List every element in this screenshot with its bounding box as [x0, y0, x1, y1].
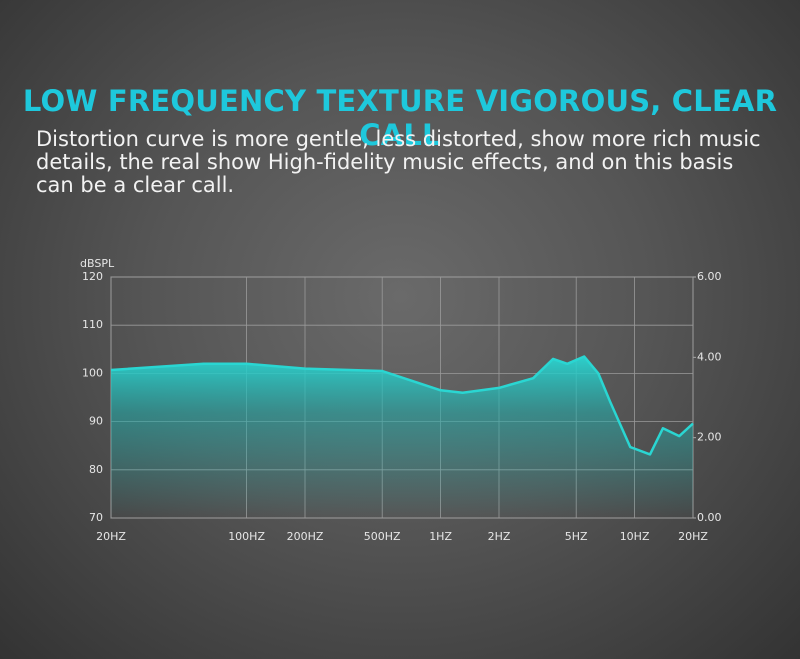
y-tick-label: 120: [82, 270, 103, 283]
x-tick-label: 10HZ: [620, 530, 650, 543]
x-tick-label: 5HZ: [565, 530, 588, 543]
y2-tick-label: 6.00: [697, 270, 722, 283]
y2-tick-label: 2.00: [697, 431, 722, 444]
y-tick-label: 90: [89, 415, 103, 428]
x-tick-label: 2HZ: [488, 530, 511, 543]
response-curve: [110, 355, 694, 456]
y2-tick-label: 4.00: [697, 350, 722, 363]
y-tick-label: 70: [89, 511, 103, 524]
subtitle: Distortion curve is more gentle, less di…: [36, 127, 761, 197]
x-tick-label: 100HZ: [228, 530, 265, 543]
x-tick-label: 20HZ: [678, 530, 708, 543]
y2-tick-label: 0.00: [697, 511, 722, 524]
y-axis-label: dBSPL: [80, 257, 115, 270]
y-tick-label: 80: [89, 463, 103, 476]
y-tick-label: 110: [82, 318, 103, 331]
y-tick-label: 100: [82, 366, 103, 379]
title: LOW FREQUENCY TEXTURE VIGOROUS, CLEAR CA…: [22, 84, 778, 152]
x-tick-label: 1HZ: [429, 530, 452, 543]
x-tick-label: 500HZ: [364, 530, 401, 543]
area-fill: [111, 356, 693, 518]
x-tick-label: 20HZ: [96, 530, 126, 543]
x-tick-label: 200HZ: [287, 530, 324, 543]
